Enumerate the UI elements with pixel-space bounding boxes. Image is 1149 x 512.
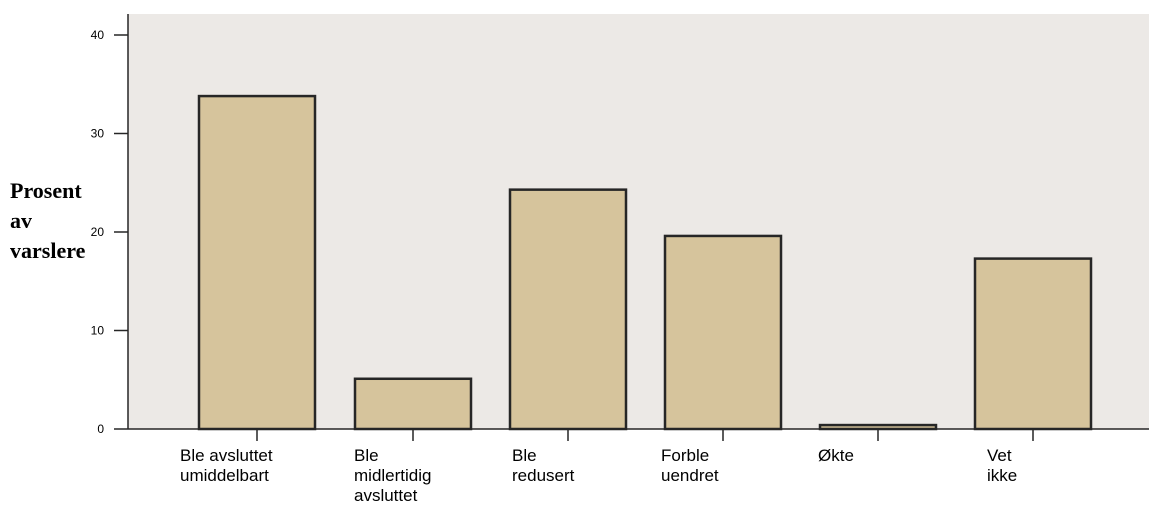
bar — [663, 234, 783, 431]
y-axis-title: Prosent av varslere — [10, 176, 85, 266]
x-tick-label: Økte — [818, 446, 854, 465]
bar — [353, 377, 473, 431]
y-axis-title-line: varslere — [10, 238, 86, 263]
x-tick-label: Ble redusert — [512, 446, 575, 485]
x-tick-label: Ble avsluttet umiddelbart — [180, 446, 273, 485]
bar — [973, 257, 1093, 431]
bars-group — [197, 94, 1093, 431]
x-tick-label: Vet ikke — [987, 446, 1017, 485]
y-tick-label: 30 — [91, 127, 105, 141]
y-tick-label: 10 — [91, 324, 105, 338]
y-tick-label: 40 — [91, 28, 105, 42]
y-axis-title-line: Prosent — [10, 178, 82, 203]
bar — [508, 188, 628, 431]
y-tick-label: 0 — [97, 422, 104, 436]
bar — [197, 94, 317, 431]
x-tick-label: Forble uendret — [661, 446, 719, 485]
y-tick-label: 20 — [91, 225, 105, 239]
y-ticks-group: 0 10 20 30 40 — [91, 28, 128, 436]
y-axis-title-line: av — [10, 208, 32, 233]
x-ticks-group: Ble avsluttet umiddelbart Ble midlertidig av… — [180, 429, 1034, 505]
x-tick-label: Ble midlertidig avsluttet — [354, 446, 431, 505]
